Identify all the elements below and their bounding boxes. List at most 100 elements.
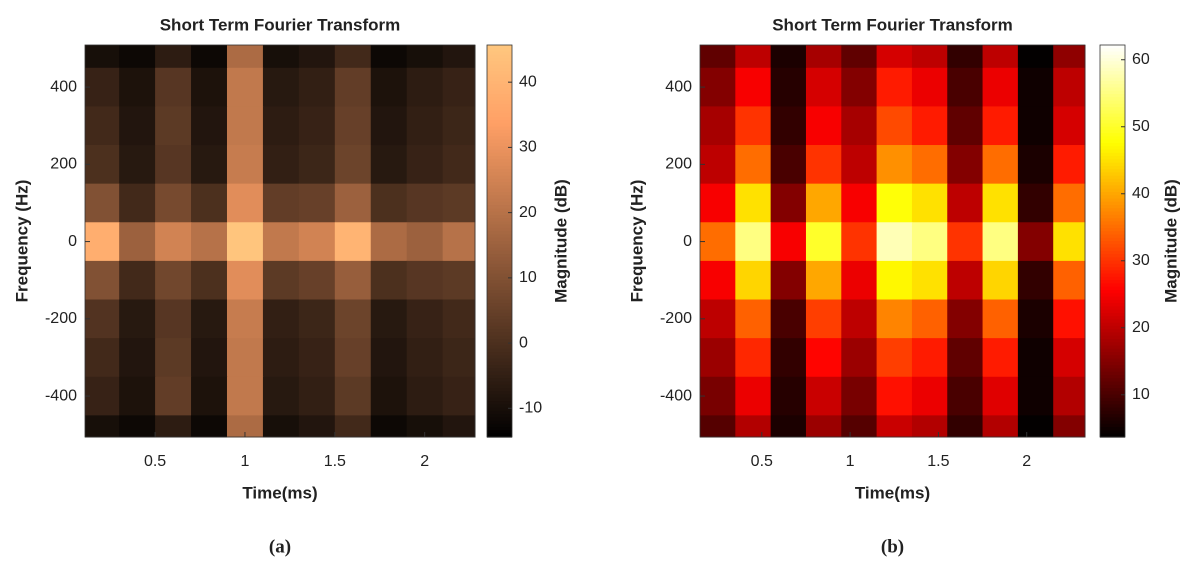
heatmap-cell [700, 338, 736, 378]
heatmap-cell [370, 415, 408, 438]
colorbar-strip [487, 64, 512, 69]
colorbar-strip [487, 342, 512, 347]
heatmap-cell [119, 415, 156, 438]
heatmap-cell [191, 299, 228, 339]
heatmap-cell [334, 67, 372, 107]
heatmap-cell [442, 376, 476, 416]
heatmap-cell [334, 299, 372, 339]
colorbar-strip [1100, 58, 1125, 62]
heatmap-cell [911, 415, 948, 438]
colorbar-strip [1100, 94, 1125, 98]
plot-frame [84, 44, 476, 438]
colorbar-tick-label: 0 [519, 334, 528, 351]
colorbar-strip [487, 254, 512, 258]
heatmap-cell [770, 299, 807, 339]
colorbar-strip [1100, 227, 1125, 232]
colorbar-strip [1100, 172, 1125, 177]
colorbar-strip [487, 45, 512, 49]
colorbar-strip [487, 97, 512, 102]
colorbar-strip [1100, 198, 1125, 203]
heatmap-cell [370, 260, 408, 301]
heatmap-cell [334, 106, 372, 146]
heatmap-cell [876, 338, 913, 378]
colorbar-strip [487, 231, 512, 236]
heatmap-cell [406, 67, 444, 107]
colorbar-strip [487, 384, 512, 389]
heatmap-cell [700, 183, 736, 223]
colorbar-strip [487, 316, 512, 320]
colorbar-strip [487, 67, 512, 72]
heatmap-cell [1017, 222, 1054, 262]
colorbar-strip [487, 123, 512, 128]
heatmap-cell [406, 183, 444, 223]
colorbar-strip [487, 303, 512, 307]
colorbar-strip [487, 100, 512, 105]
colorbar-strip [1100, 87, 1125, 92]
heatmap-cell [982, 415, 1019, 438]
colorbar-strip [487, 325, 512, 330]
heatmap-cell [191, 222, 228, 262]
heatmap-cell [735, 67, 772, 107]
heatmap-cell [442, 45, 476, 69]
colorbar-strip [1100, 352, 1125, 356]
heatmap-cell [947, 183, 984, 223]
heatmap-cell [298, 45, 336, 69]
heatmap-cell [805, 222, 842, 262]
heatmap-cell [262, 45, 300, 69]
heatmap-cell [155, 299, 192, 339]
heatmap-cell [911, 183, 948, 223]
heatmap-cell [226, 45, 264, 69]
colorbar-strip [1100, 401, 1125, 405]
heatmap-cell [85, 106, 120, 146]
colorbar-strip [487, 293, 512, 298]
colorbar-strip [1100, 241, 1125, 245]
colorbar-strip [1100, 100, 1125, 105]
colorbar-strip [1100, 365, 1125, 369]
colorbar-tick-label: 60 [1132, 51, 1150, 68]
colorbar-strip [487, 423, 512, 428]
colorbar-strip [1100, 361, 1125, 366]
heatmap-cell [155, 260, 192, 301]
colorbar-strip [1100, 156, 1125, 160]
heatmap-cell [155, 106, 192, 146]
colorbar-strip [1100, 250, 1125, 255]
colorbar-strip [1100, 257, 1125, 262]
colorbar-strip [487, 290, 512, 294]
heatmap-cell [911, 299, 948, 339]
heatmap-cell [1017, 67, 1054, 107]
colorbar-strip [487, 129, 512, 134]
heatmap-cell [85, 183, 120, 223]
heatmap-cell [1017, 260, 1054, 301]
colorbar-strip [487, 208, 512, 213]
colorbar-strip [487, 391, 512, 396]
heatmap-cell [191, 415, 228, 438]
heatmap-cell [1017, 299, 1054, 339]
colorbar-strip [487, 152, 512, 157]
colorbar-strip [1100, 371, 1125, 376]
heatmap-cell [298, 183, 336, 223]
colorbar-strip [1100, 159, 1125, 164]
heatmap-cell [982, 45, 1019, 69]
heatmap-cell [155, 415, 192, 438]
heatmap-cell [1053, 376, 1086, 416]
colorbar-strip [1100, 182, 1125, 187]
colorbar-strip [487, 165, 512, 170]
colorbar-strip [487, 250, 512, 255]
heatmap-cell [226, 183, 264, 223]
colorbar-strip [1100, 162, 1125, 167]
heatmap-cell [982, 145, 1019, 185]
heatmap-cell [982, 183, 1019, 223]
heatmap-cell [155, 45, 192, 69]
heatmap-cell [700, 299, 736, 339]
colorbar-strip [1100, 322, 1125, 327]
colorbar-strip [487, 188, 512, 193]
colorbar-strip [487, 417, 512, 422]
colorbar-strip [487, 205, 512, 209]
heatmap-cell [841, 145, 878, 185]
plot-frame [699, 44, 1086, 438]
colorbar-strip [487, 306, 512, 311]
colorbar-tick-label: 30 [1132, 252, 1150, 269]
heatmap-cell [876, 106, 913, 146]
colorbar-strip [1100, 283, 1125, 288]
